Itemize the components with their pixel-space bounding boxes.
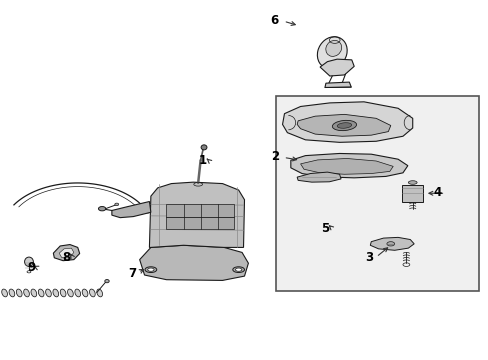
Polygon shape: [165, 204, 233, 229]
Ellipse shape: [31, 289, 37, 297]
Ellipse shape: [45, 289, 51, 297]
Polygon shape: [149, 182, 244, 247]
Ellipse shape: [60, 289, 66, 297]
Bar: [401, 185, 423, 202]
Polygon shape: [53, 244, 80, 261]
Ellipse shape: [386, 242, 394, 246]
Text: 4: 4: [432, 186, 440, 199]
Text: 3: 3: [364, 251, 372, 264]
Ellipse shape: [145, 267, 157, 273]
Text: 2: 2: [270, 150, 278, 163]
Text: 1: 1: [199, 154, 207, 167]
Text: 8: 8: [62, 251, 70, 264]
Polygon shape: [297, 114, 390, 136]
Polygon shape: [290, 153, 407, 178]
Ellipse shape: [75, 289, 81, 297]
Bar: [276, 96, 478, 291]
Ellipse shape: [67, 289, 73, 297]
Ellipse shape: [53, 289, 59, 297]
Ellipse shape: [317, 37, 346, 69]
Ellipse shape: [232, 267, 244, 273]
Polygon shape: [282, 102, 412, 142]
Ellipse shape: [332, 120, 356, 131]
Polygon shape: [112, 202, 151, 218]
Ellipse shape: [23, 289, 29, 297]
Ellipse shape: [9, 289, 15, 297]
Polygon shape: [325, 82, 350, 87]
Text: 6: 6: [270, 14, 278, 27]
Ellipse shape: [16, 289, 22, 297]
Text: 7: 7: [128, 267, 136, 280]
Ellipse shape: [2, 289, 7, 297]
Polygon shape: [300, 158, 392, 174]
Ellipse shape: [98, 207, 105, 211]
Ellipse shape: [407, 181, 416, 184]
Ellipse shape: [38, 289, 44, 297]
Polygon shape: [140, 245, 248, 280]
Polygon shape: [297, 172, 340, 182]
Ellipse shape: [97, 289, 102, 297]
Ellipse shape: [235, 268, 242, 271]
Ellipse shape: [24, 257, 33, 266]
Ellipse shape: [104, 279, 109, 283]
Ellipse shape: [201, 145, 206, 150]
Ellipse shape: [325, 40, 341, 57]
Polygon shape: [320, 59, 353, 76]
Text: 9: 9: [27, 261, 36, 274]
Polygon shape: [369, 237, 413, 250]
Ellipse shape: [82, 289, 88, 297]
Ellipse shape: [115, 203, 119, 206]
Polygon shape: [59, 248, 74, 257]
Text: 5: 5: [320, 222, 328, 235]
Ellipse shape: [337, 123, 351, 128]
Ellipse shape: [147, 268, 154, 271]
Ellipse shape: [89, 289, 95, 297]
